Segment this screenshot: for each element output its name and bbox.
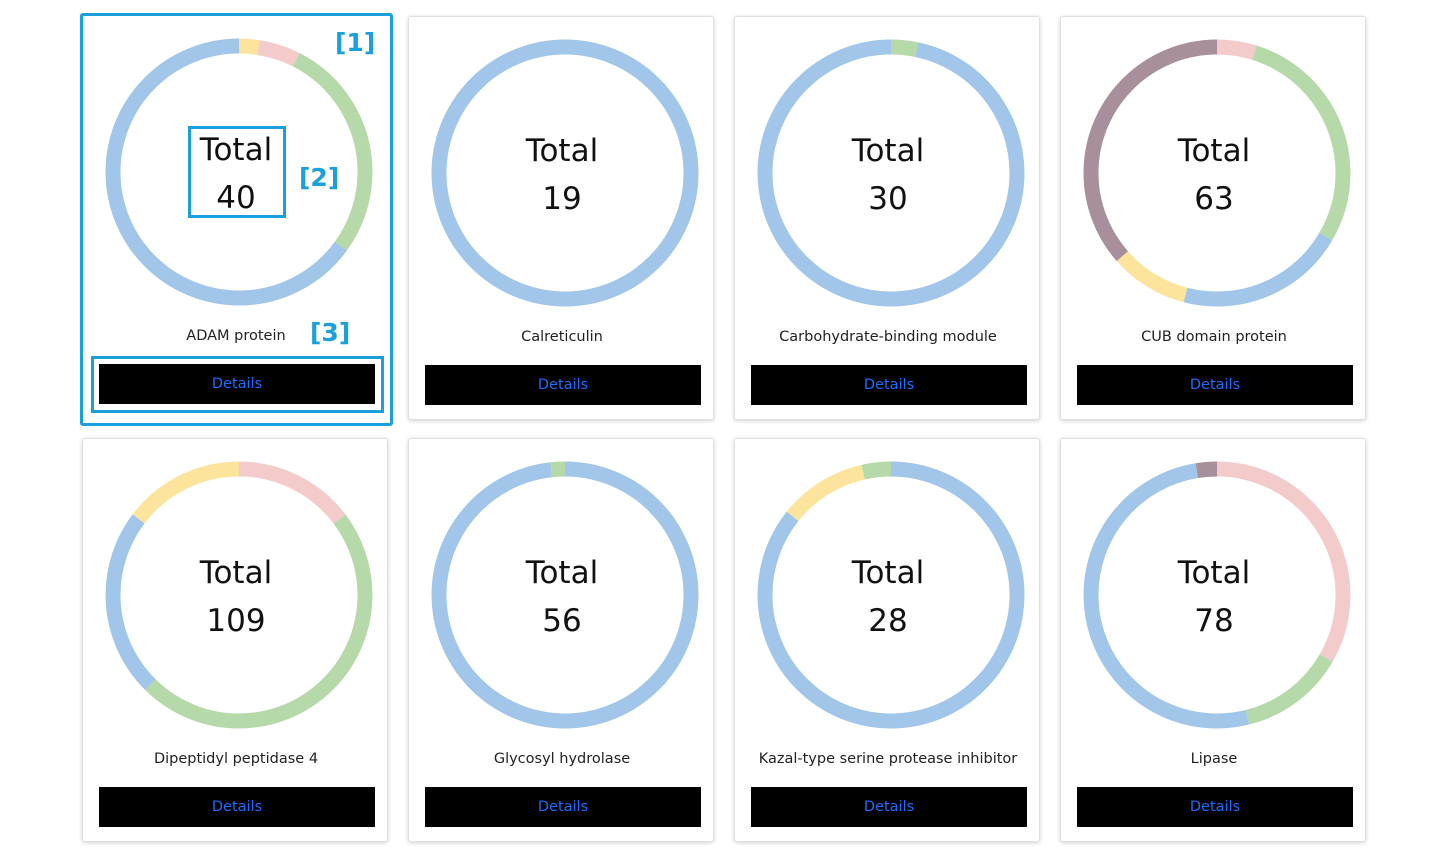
total-label: Total	[199, 555, 273, 591]
donut-svg	[431, 39, 699, 307]
donut-svg	[757, 39, 1025, 307]
total-value: 63	[1194, 181, 1234, 217]
donut-slice-blue	[431, 39, 699, 307]
protein-card: Total 28 Kazal-type serine protease inhi…	[734, 438, 1040, 842]
protein-card: Total 63 CUB domain protein Details	[1060, 16, 1366, 420]
total-value: 56	[542, 603, 582, 639]
total-value: 19	[542, 181, 582, 217]
donut-slice-blue	[105, 38, 373, 306]
details-button[interactable]: Details	[99, 787, 375, 827]
card-title: Kazal-type serine protease inhibitor	[758, 751, 1018, 767]
donut-chart	[83, 439, 389, 769]
donut-slice-green	[1083, 39, 1351, 307]
donut-slice-blue	[757, 39, 1025, 307]
donut-slice-blue	[1083, 39, 1351, 307]
annotation-tag-2: [2]	[299, 163, 340, 192]
card-title: Dipeptidyl peptidase 4	[153, 751, 319, 767]
card-title: Calreticulin	[521, 329, 603, 345]
protein-card: Total 30 Carbohydrate-binding module Det…	[734, 16, 1040, 420]
donut-slice-blue	[1083, 461, 1351, 729]
donut-slice-blue	[431, 461, 699, 729]
details-button[interactable]: Details	[1077, 787, 1353, 827]
protein-card: Total 109 Dipeptidyl peptidase 4 Details	[82, 438, 388, 842]
total-value: 28	[868, 603, 908, 639]
highlight-total-box	[188, 126, 286, 218]
details-button[interactable]: Details	[751, 787, 1027, 827]
total-label: Total	[851, 133, 925, 169]
details-button[interactable]: Details	[751, 365, 1027, 405]
protein-card: Total 19 Calreticulin Details	[408, 16, 714, 420]
donut-slice-green	[431, 461, 699, 729]
donut-svg	[757, 461, 1025, 729]
donut-slice-green	[105, 461, 373, 729]
donut-svg	[1083, 39, 1351, 307]
donut-slice-yellow	[105, 461, 373, 729]
donut-slice-green	[757, 461, 1025, 729]
total-value: 109	[206, 603, 266, 639]
card-title: Lipase	[1190, 751, 1238, 767]
card-title: CUB domain protein	[1141, 329, 1287, 345]
total-label: Total	[199, 132, 273, 168]
total-label: Total	[1177, 555, 1251, 591]
donut-chart	[1061, 439, 1367, 769]
donut-slice-green	[105, 38, 373, 306]
total-label: Total	[525, 555, 599, 591]
donut-chart	[409, 17, 715, 347]
donut-slice-mauve	[1083, 39, 1351, 307]
donut-chart	[409, 439, 715, 769]
details-button[interactable]: Details	[425, 365, 701, 405]
donut-svg	[105, 461, 373, 729]
protein-card: Total 78 Lipase Details	[1060, 438, 1366, 842]
protein-card: Total 56 Glycosyl hydrolase Details	[408, 438, 714, 842]
donut-chart	[83, 16, 389, 346]
total-value: 78	[1194, 603, 1234, 639]
donut-slice-mauve	[1083, 461, 1351, 729]
donut-svg	[1083, 461, 1351, 729]
details-button[interactable]: Details	[425, 787, 701, 827]
card-title: ADAM protein	[186, 328, 286, 344]
donut-chart	[1061, 17, 1367, 347]
total-label: Total	[1177, 133, 1251, 169]
donut-slice-blue	[105, 461, 373, 729]
total-label: Total	[851, 555, 925, 591]
total-label: Total	[525, 133, 599, 169]
card-title: Carbohydrate-binding module	[779, 329, 997, 345]
donut-svg	[431, 461, 699, 729]
annotation-tag-3: [3]	[310, 318, 351, 347]
donut-svg	[105, 38, 373, 306]
donut-chart	[735, 17, 1041, 347]
annotation-tag-1: [1]	[335, 28, 376, 57]
highlight-button-box	[91, 356, 384, 413]
total-value: 40	[216, 180, 256, 216]
details-button[interactable]: Details	[1077, 365, 1353, 405]
card-title: Glycosyl hydrolase	[493, 751, 631, 767]
total-value: 30	[868, 181, 908, 217]
donut-chart	[735, 439, 1041, 769]
details-button[interactable]: Details	[99, 364, 375, 404]
